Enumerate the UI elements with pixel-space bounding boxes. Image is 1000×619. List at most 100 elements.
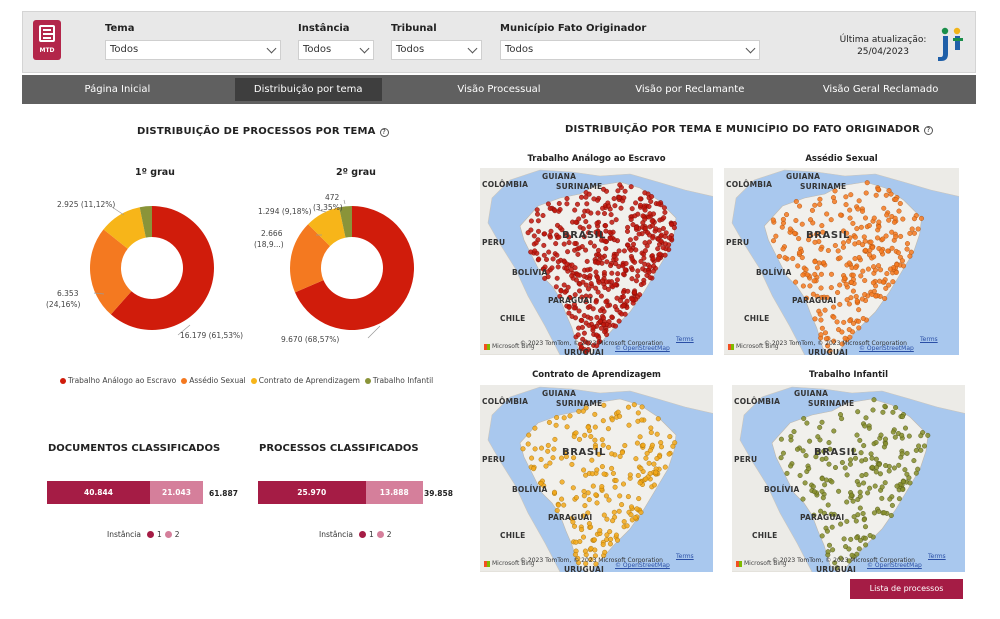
municipio-dot[interactable] [561, 282, 567, 288]
municipio-dot[interactable] [547, 460, 553, 466]
municipio-dot[interactable] [868, 239, 874, 245]
municipio-dot[interactable] [861, 234, 867, 240]
municipio-dot[interactable] [607, 529, 613, 535]
municipio-dot[interactable] [639, 417, 645, 423]
municipio-dot[interactable] [770, 217, 776, 223]
municipio-dot[interactable] [625, 494, 631, 500]
municipio-dot[interactable] [649, 222, 655, 228]
municipio-dot[interactable] [890, 279, 896, 285]
municipio-dot[interactable] [648, 430, 654, 436]
municipio-dot[interactable] [550, 455, 556, 461]
municipio-dot[interactable] [595, 260, 601, 266]
municipio-dot[interactable] [800, 283, 806, 289]
municipio-dot[interactable] [650, 268, 656, 274]
municipio-dot[interactable] [893, 405, 899, 411]
municipio-dot[interactable] [607, 235, 613, 241]
municipio-dot[interactable] [831, 304, 837, 310]
map-osm-link[interactable]: © OpenStreetMap [859, 345, 914, 352]
municipio-dot[interactable] [669, 222, 675, 228]
donut1-slice-2[interactable] [103, 207, 146, 249]
municipio-dot[interactable] [603, 493, 609, 499]
municipio-dot[interactable] [846, 301, 852, 307]
municipio-dot[interactable] [585, 510, 591, 516]
municipio-dot[interactable] [592, 553, 598, 559]
municipio-dot[interactable] [871, 288, 877, 294]
municipio-dot[interactable] [532, 425, 538, 431]
municipio-dot[interactable] [895, 250, 901, 256]
processos-seg-2[interactable]: 13.888 [365, 481, 423, 504]
municipio-dot[interactable] [632, 259, 638, 265]
municipio-dot[interactable] [579, 527, 585, 533]
municipio-dot[interactable] [819, 476, 825, 482]
municipio-dot[interactable] [875, 263, 882, 269]
municipio-dot[interactable] [632, 515, 638, 521]
municipio-dot[interactable] [778, 436, 784, 442]
municipio-dot[interactable] [633, 278, 639, 284]
municipio-dot[interactable] [797, 203, 803, 209]
tab-distribuicao-por-tema[interactable]: Distribuição por tema [213, 75, 404, 104]
municipio-dot[interactable] [918, 447, 924, 453]
municipio-dot[interactable] [862, 524, 868, 530]
lista-de-processos-button[interactable]: Lista de processos [850, 579, 963, 599]
municipio-dot[interactable] [900, 479, 906, 485]
municipio-dot[interactable] [638, 258, 644, 264]
municipio-dot[interactable] [629, 267, 635, 273]
municipio-dot[interactable] [596, 279, 602, 285]
municipio-dot[interactable] [575, 272, 581, 278]
municipio-dot[interactable] [822, 482, 828, 488]
municipio-dot[interactable] [841, 319, 847, 325]
municipio-dot[interactable] [796, 250, 802, 256]
municipio-dot[interactable] [882, 480, 888, 486]
municipio-dot[interactable] [642, 226, 648, 232]
municipio-dot[interactable] [538, 480, 544, 486]
municipio-dot[interactable] [629, 296, 635, 302]
municipio-dot[interactable] [863, 247, 869, 253]
municipio-dot[interactable] [878, 432, 884, 438]
municipio-dot[interactable] [564, 424, 570, 430]
municipio-dot[interactable] [873, 469, 879, 475]
filter-instancia-select[interactable]: Todos [298, 40, 374, 60]
donut2-slice-3[interactable] [339, 206, 352, 238]
municipio-dot[interactable] [593, 299, 599, 305]
municipio-dot[interactable] [650, 256, 656, 262]
municipio-dot[interactable] [856, 318, 862, 324]
municipio-dot[interactable] [840, 244, 846, 250]
municipio-dot[interactable] [633, 200, 639, 206]
municipio-dot[interactable] [844, 518, 850, 524]
municipio-dot[interactable] [843, 281, 849, 287]
municipio-dot[interactable] [784, 470, 790, 476]
municipio-dot[interactable] [867, 485, 873, 491]
municipio-dot[interactable] [592, 411, 598, 417]
municipio-dot[interactable] [881, 205, 887, 211]
municipio-dot[interactable] [658, 444, 664, 450]
municipio-dot[interactable] [657, 251, 663, 257]
municipio-dot[interactable] [563, 454, 569, 460]
map-aprendizagem[interactable]: COLÔMBIA GUIANA SURINAME BRASIL PERU BOLÍVIA P… [480, 385, 713, 572]
municipio-dot[interactable] [867, 252, 873, 258]
municipio-dot[interactable] [882, 403, 888, 409]
municipio-dot[interactable] [880, 236, 886, 242]
municipio-dot[interactable] [609, 451, 615, 457]
municipio-dot[interactable] [594, 274, 600, 280]
map-terms-link[interactable]: Terms [928, 553, 946, 560]
municipio-dot[interactable] [868, 451, 874, 457]
municipio-dot[interactable] [861, 443, 867, 449]
municipio-dot[interactable] [642, 207, 648, 213]
municipio-dot[interactable] [862, 238, 868, 244]
municipio-dot[interactable] [629, 256, 635, 262]
map-escravo[interactable]: COLÔMBIA GUIANA SURINAME BRASIL PERU BOLÍVIA P… [480, 168, 713, 355]
municipio-dot[interactable] [631, 402, 637, 408]
map-terms-link[interactable]: Terms [676, 336, 694, 343]
municipio-dot[interactable] [818, 271, 824, 277]
municipio-dot[interactable] [899, 451, 905, 457]
municipio-dot[interactable] [799, 221, 805, 227]
municipio-dot[interactable] [622, 267, 628, 273]
municipio-dot[interactable] [601, 321, 607, 327]
municipio-dot[interactable] [609, 417, 615, 423]
municipio-dot[interactable] [877, 278, 883, 284]
municipio-dot[interactable] [622, 188, 628, 194]
municipio-dot[interactable] [810, 484, 816, 490]
municipio-dot[interactable] [886, 217, 892, 223]
municipio-dot[interactable] [593, 561, 599, 567]
municipio-dot[interactable] [634, 440, 640, 446]
